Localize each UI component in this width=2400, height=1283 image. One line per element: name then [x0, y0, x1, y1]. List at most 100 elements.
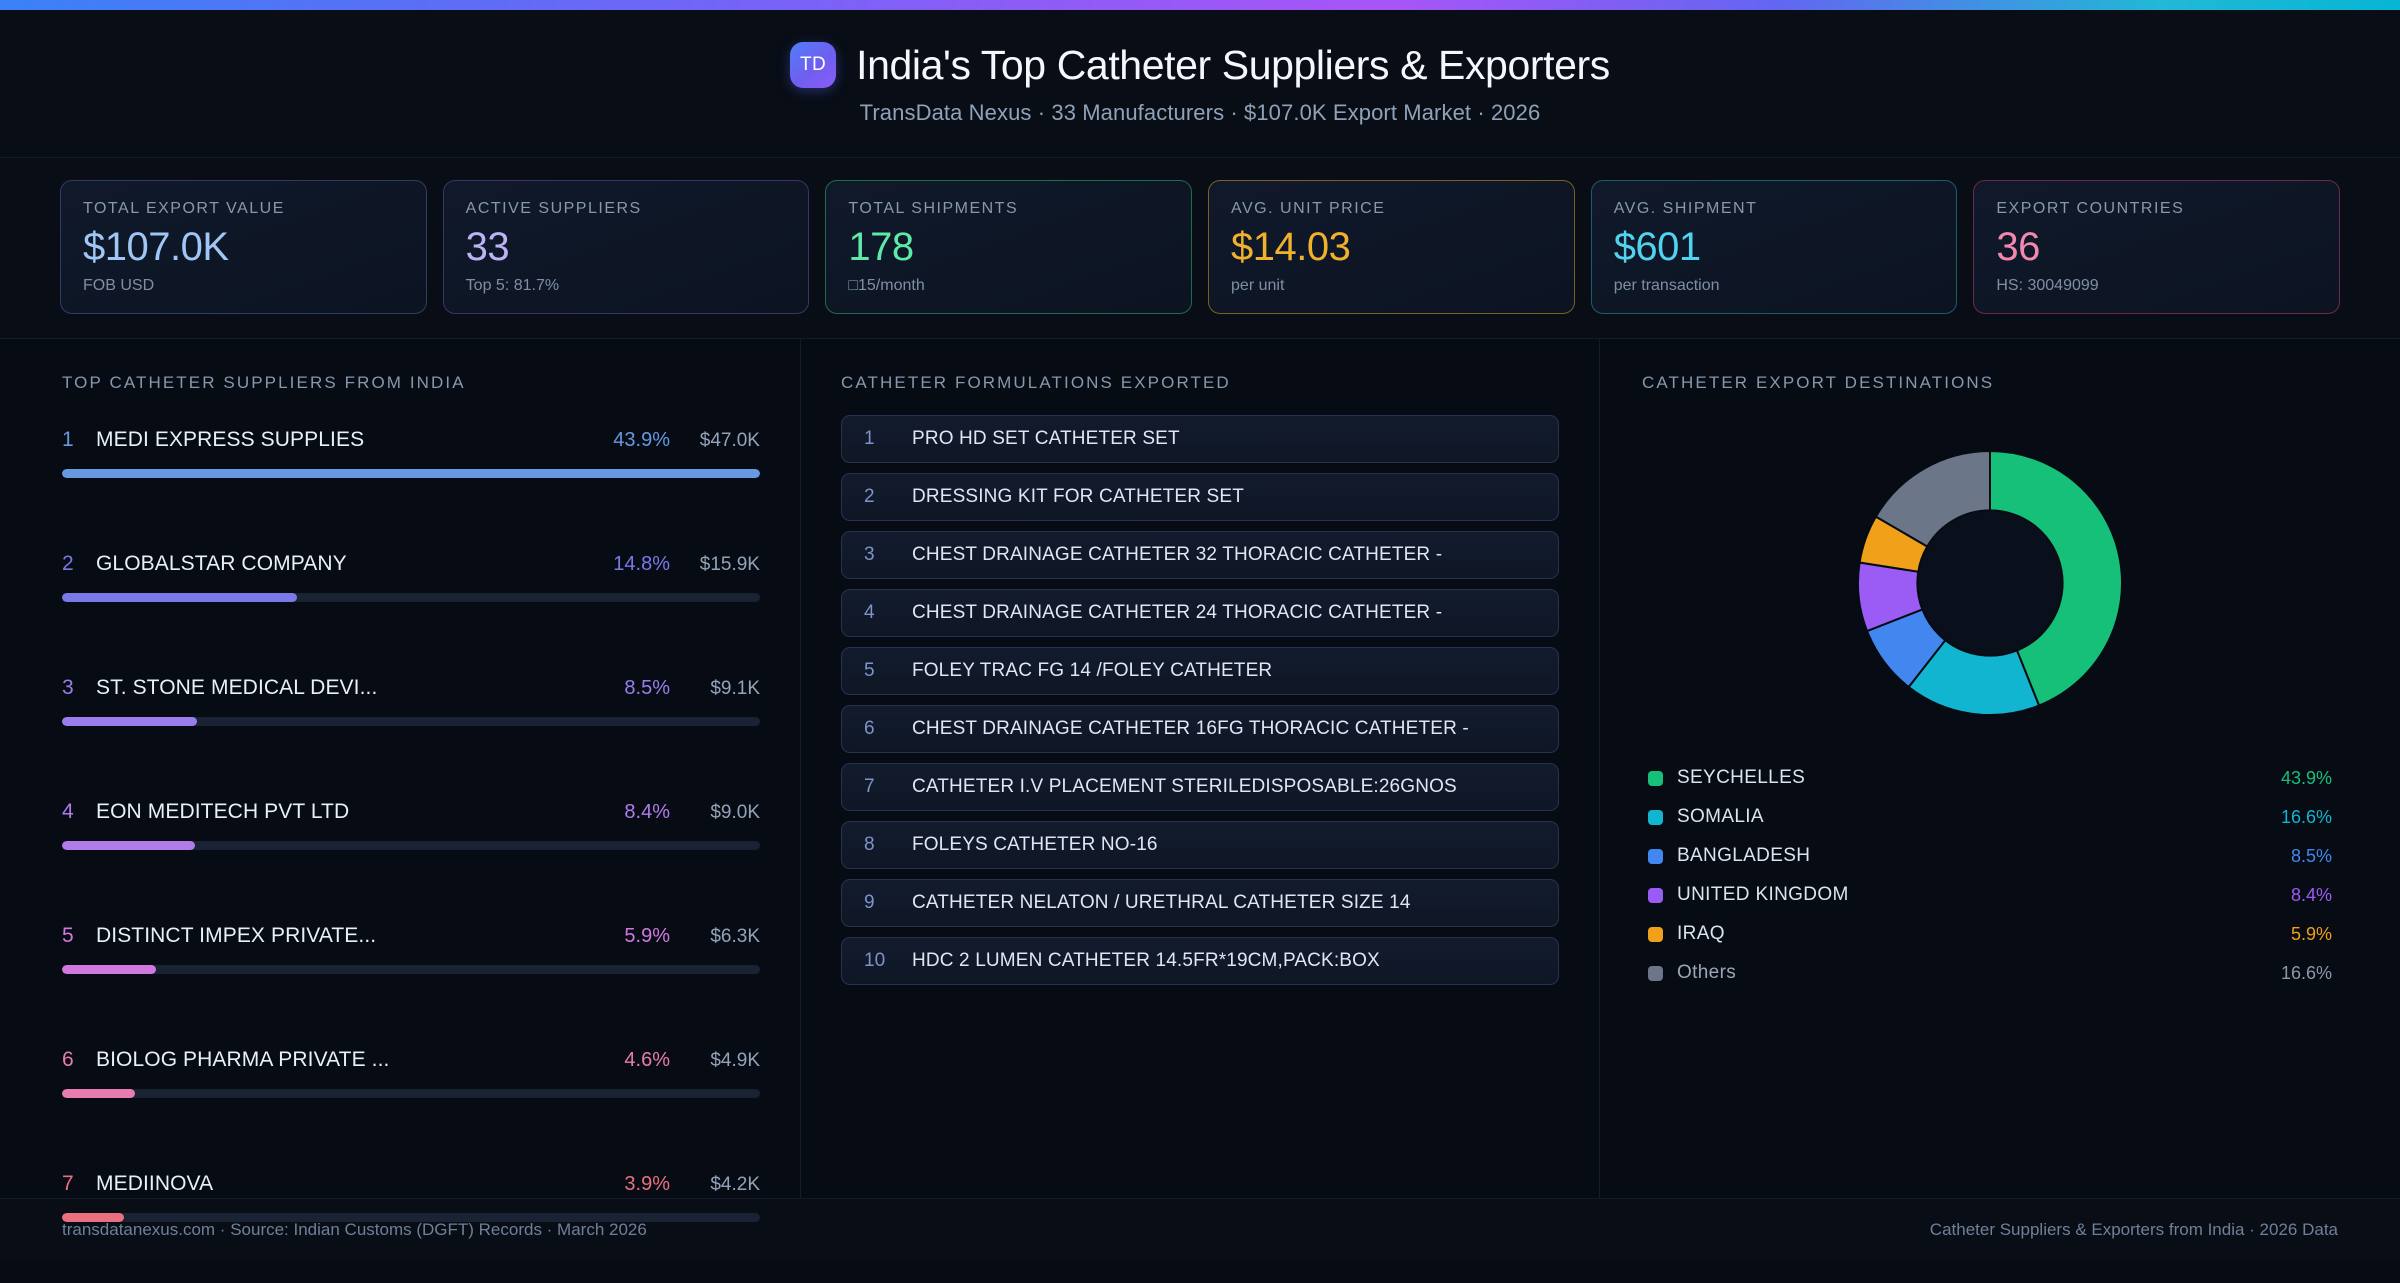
- legend-percent: 8.5%: [2290, 845, 2332, 866]
- legend-row[interactable]: UNITED KINGDOM 8.4%: [1648, 884, 2332, 906]
- formulation-rank: 6: [864, 718, 875, 739]
- formulation-name: DRESSING KIT FOR CATHETER SET: [912, 486, 1244, 507]
- destinations-panel: CATHETER EXPORT DESTINATIONS SEYCHELLES 4…: [1600, 339, 2400, 1198]
- supplier-bar-fill: [62, 965, 156, 974]
- supplier-rank: 6: [62, 1048, 74, 1071]
- supplier-bar-track: [62, 593, 760, 602]
- supplier-rank: 1: [62, 428, 74, 451]
- formulation-row[interactable]: 6 CHEST DRAINAGE CATHETER 16FG THORACIC C…: [841, 705, 1559, 753]
- supplier-bar-track: [62, 841, 760, 850]
- formulation-rank: 5: [864, 660, 875, 681]
- supplier-bar-fill: [62, 1089, 136, 1098]
- donut-legend: SEYCHELLES 43.9% SOMALIA 16.6% BANGLADESH 8.5…: [1642, 767, 2338, 984]
- formulation-name: CHEST DRAINAGE CATHETER 16FG THORACIC CA…: [912, 718, 1469, 739]
- legend-row[interactable]: IRAQ 5.9%: [1648, 923, 2332, 945]
- supplier-row[interactable]: 2 GLOBALSTAR COMPANY 14.8% $15.9K: [62, 539, 760, 663]
- legend-row[interactable]: Others 16.6%: [1648, 962, 2332, 984]
- kpi-label: AVG. UNIT PRICE: [1231, 200, 1386, 217]
- supplier-bar-fill: [62, 469, 760, 478]
- kpi-strip: TOTAL EXPORT VALUE $107.0K FOB USD ACTIVE S…: [0, 158, 2400, 339]
- destinations-panel-title: CATHETER EXPORT DESTINATIONS: [1642, 373, 1995, 392]
- formulation-row[interactable]: 8 FOLEYS CATHETER NO-16: [841, 821, 1559, 869]
- supplier-bar-fill: [62, 717, 198, 726]
- kpi-card-total-export-value: TOTAL EXPORT VALUE $107.0K FOB USD: [60, 180, 427, 314]
- page-header: TD India's Top Catheter Suppliers & Expo…: [0, 10, 2400, 158]
- formulation-rank: 7: [864, 776, 875, 797]
- supplier-value: $4.2K: [710, 1174, 760, 1195]
- legend-row[interactable]: SEYCHELLES 43.9%: [1648, 767, 2332, 789]
- formulation-rank: 3: [864, 544, 875, 565]
- page-subtitle: TransData Nexus · 33 Manufacturers · $10…: [859, 99, 1541, 125]
- supplier-share-pct: 14.8%: [613, 553, 670, 575]
- supplier-row[interactable]: 1 MEDI EXPRESS SUPPLIES 43.9% $47.0K: [62, 415, 760, 539]
- legend-label: IRAQ: [1677, 923, 1725, 944]
- donut-slice-seychelles[interactable]: [1989, 449, 2123, 707]
- supplier-row[interactable]: 5 DISTINCT IMPEX PRIVATE... 5.9% $6.3K: [62, 911, 760, 1035]
- formulations-panel: CATHETER FORMULATIONS EXPORTED 1 PRO HD S…: [800, 339, 1600, 1198]
- kpi-label: AVG. SHIPMENT: [1613, 200, 1758, 217]
- supplier-row[interactable]: 7 MEDIINOVA 3.9% $4.2K: [62, 1159, 760, 1283]
- formulation-row[interactable]: 3 CHEST DRAINAGE CATHETER 32 THORACIC CAT…: [841, 531, 1559, 579]
- supplier-share-pct: 5.9%: [624, 925, 670, 947]
- formulation-name: CATHETER NELATON / URETHRAL CATHETER SIZ…: [912, 892, 1411, 913]
- formulation-name: FOLEYS CATHETER NO-16: [912, 834, 1158, 855]
- kpi-sub: per transaction: [1613, 277, 1720, 294]
- supplier-value: $4.9K: [710, 1050, 760, 1071]
- legend-percent: 8.4%: [2290, 884, 2332, 905]
- formulation-row[interactable]: 2 DRESSING KIT FOR CATHETER SET: [841, 473, 1559, 521]
- top-accent-bar: [0, 0, 2400, 10]
- supplier-name: GLOBALSTAR COMPANY: [96, 552, 347, 575]
- kpi-card-avg-shipment: AVG. SHIPMENT $601 per transaction: [1590, 180, 1958, 314]
- kpi-sub: HS: 30049099: [1996, 277, 2099, 294]
- supplier-row[interactable]: 6 BIOLOG PHARMA PRIVATE ... 4.6% $4.9K: [62, 1035, 760, 1159]
- supplier-name: DISTINCT IMPEX PRIVATE...: [96, 924, 377, 947]
- supplier-rank: 2: [62, 552, 74, 575]
- formulation-row[interactable]: 9 CATHETER NELATON / URETHRAL CATHETER SI…: [841, 879, 1559, 927]
- supplier-bar-track: [62, 1213, 760, 1222]
- legend-row[interactable]: BANGLADESH 8.5%: [1648, 845, 2332, 867]
- supplier-share-pct: 8.4%: [624, 801, 670, 823]
- supplier-name: BIOLOG PHARMA PRIVATE ...: [96, 1048, 390, 1071]
- formulation-row[interactable]: 10 HDC 2 LUMEN CATHETER 14.5FR*19CM,PACK:…: [841, 937, 1559, 985]
- legend-color-swatch: [1648, 809, 1663, 825]
- kpi-card-avg-unit-price: AVG. UNIT PRICE $14.03 per unit: [1208, 180, 1575, 314]
- kpi-value: $14.03: [1231, 225, 1351, 269]
- supplier-rank: 7: [62, 1172, 74, 1195]
- supplier-rank: 3: [62, 676, 74, 699]
- formulation-row[interactable]: 5 FOLEY TRAC FG 14 /FOLEY CATHETER: [841, 647, 1559, 695]
- supplier-value: $9.1K: [710, 678, 760, 699]
- legend-row[interactable]: SOMALIA 16.6%: [1648, 806, 2332, 828]
- supplier-list: 1 MEDI EXPRESS SUPPLIES 43.9% $47.0K 2 GLOBAL…: [62, 415, 760, 1283]
- formulation-row[interactable]: 7 CATHETER I.V PLACEMENT STERILEDISPOSABL…: [841, 763, 1559, 811]
- supplier-value: $15.9K: [699, 554, 760, 575]
- supplier-bar-track: [62, 717, 760, 726]
- legend-label: SEYCHELLES: [1677, 767, 1806, 788]
- supplier-row[interactable]: 4 EON MEDITECH PVT LTD 8.4% $9.0K: [62, 787, 760, 911]
- formulation-rank: 9: [864, 892, 875, 913]
- formulation-name: CHEST DRAINAGE CATHETER 32 THORACIC CATH…: [912, 544, 1443, 565]
- legend-percent: 16.6%: [2280, 962, 2332, 983]
- legend-color-swatch: [1648, 965, 1663, 981]
- kpi-label: EXPORT COUNTRIES: [1996, 200, 2185, 217]
- supplier-rank: 4: [62, 800, 74, 823]
- legend-color-swatch: [1648, 926, 1663, 942]
- legend-label: UNITED KINGDOM: [1677, 884, 1849, 905]
- formulation-name: FOLEY TRAC FG 14 /FOLEY CATHETER: [912, 660, 1273, 681]
- kpi-card-active-suppliers: ACTIVE SUPPLIERS 33 Top 5: 81.7%: [442, 180, 810, 314]
- supplier-bar-track: [62, 965, 760, 974]
- supplier-bar-track: [62, 469, 760, 478]
- footer-source-text: transdatanexus.com · Source: Indian Cust…: [62, 1219, 647, 1239]
- kpi-card-total-shipments: TOTAL SHIPMENTS 178 □15/month: [825, 180, 1193, 314]
- supplier-share-pct: 8.5%: [624, 677, 670, 699]
- brand-logo-badge: TD: [790, 42, 837, 88]
- kpi-sub: □15/month: [848, 277, 925, 294]
- supplier-value: $9.0K: [710, 802, 760, 823]
- formulation-row[interactable]: 1 PRO HD SET CATHETER SET: [841, 415, 1559, 463]
- formulation-row[interactable]: 4 CHEST DRAINAGE CATHETER 24 THORACIC CAT…: [841, 589, 1559, 637]
- donut-slice-others[interactable]: [1874, 449, 1991, 548]
- suppliers-panel-title: TOP CATHETER SUPPLIERS FROM INDIA: [62, 373, 466, 392]
- supplier-share-pct: 3.9%: [624, 1173, 670, 1195]
- supplier-row[interactable]: 3 ST. STONE MEDICAL DEVI... 8.5% $9.1K: [62, 663, 760, 787]
- kpi-label: TOTAL SHIPMENTS: [848, 200, 1019, 217]
